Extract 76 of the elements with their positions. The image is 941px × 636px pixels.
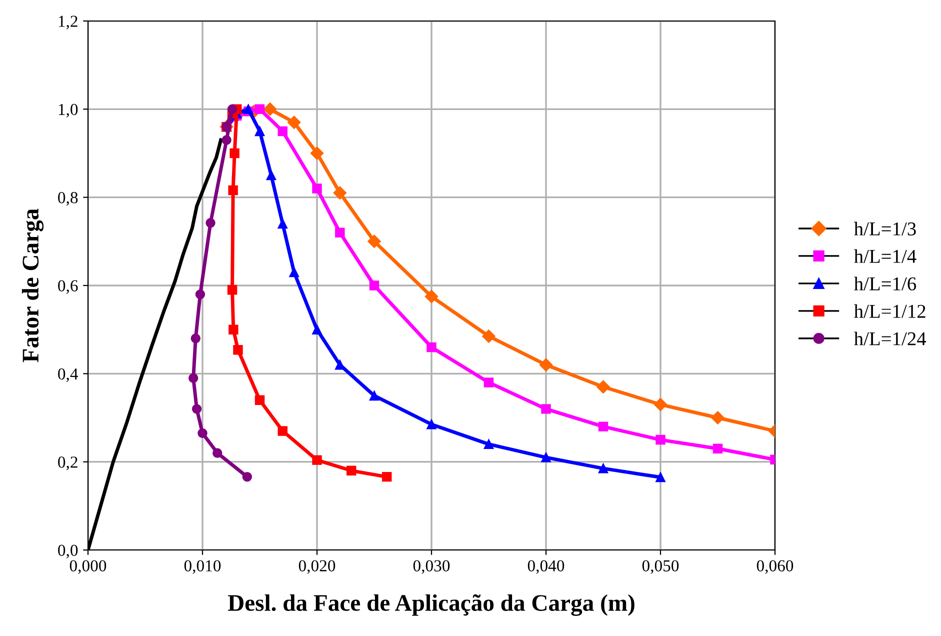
y-tick-label: 1,2: [58, 16, 78, 30]
point: [243, 104, 254, 114]
point: [312, 324, 322, 334]
point: [484, 439, 494, 450]
point: [368, 234, 381, 248]
legend-label: h/L=1/6: [854, 276, 916, 290]
y-tick-label: 0,8: [58, 192, 78, 206]
point: [424, 290, 438, 304]
x-tick-label: 0,020: [298, 560, 336, 574]
point: [230, 148, 240, 158]
point: [278, 218, 288, 229]
point: [656, 434, 666, 445]
x-tick-label: 0,000: [70, 560, 106, 574]
point: [598, 422, 608, 432]
x-tick-label: 0,060: [756, 560, 794, 574]
point: [539, 358, 553, 372]
point: [227, 104, 238, 114]
x-axis-title: Desl. da Face de Aplicação da Carga (m): [228, 594, 634, 616]
point: [712, 444, 723, 454]
legend-label: h/L=1/24: [854, 332, 926, 346]
point: [541, 404, 551, 414]
point: [333, 186, 346, 200]
point: [656, 472, 666, 482]
point: [254, 395, 265, 405]
legend-label: h/L=1/4: [854, 249, 916, 263]
legend-label: h/L=1/3: [854, 222, 916, 236]
point: [263, 102, 277, 116]
point: [227, 285, 238, 295]
point: [382, 472, 392, 482]
point: [369, 390, 380, 401]
point: [195, 289, 206, 300]
point: [312, 184, 322, 194]
y-tick-label: 0,2: [58, 456, 78, 470]
y-tick-label: 1,0: [58, 104, 78, 118]
point: [484, 378, 494, 388]
point: [288, 116, 301, 129]
x-tick-label: 0,040: [528, 560, 564, 574]
point: [266, 170, 276, 180]
x-tick-label: 0,050: [642, 560, 679, 574]
point: [369, 280, 380, 290]
y-tick-label: 0,0: [58, 544, 78, 558]
point: [192, 404, 202, 414]
point: [242, 472, 252, 482]
point: [228, 185, 238, 196]
point: [310, 146, 324, 160]
y-tick-label: 0,6: [58, 280, 78, 294]
x-tick-label: 0,010: [184, 560, 221, 574]
point: [212, 448, 222, 458]
point: [482, 330, 496, 343]
point: [198, 428, 208, 438]
point: [278, 426, 288, 436]
point: [312, 455, 322, 465]
point: [289, 267, 299, 278]
y-axis-title: Fator de Carga: [22, 208, 44, 362]
point: [190, 334, 200, 344]
point: [254, 104, 265, 114]
y-tick-label: 0,4: [58, 368, 78, 382]
x-tick-label: 0,030: [413, 560, 450, 574]
legend-label: h/L=1/12: [854, 304, 926, 318]
point: [335, 228, 345, 238]
point: [426, 342, 436, 352]
point: [228, 324, 238, 334]
point: [254, 126, 265, 136]
point: [206, 218, 216, 228]
point: [711, 411, 724, 424]
point: [541, 452, 551, 462]
point: [654, 398, 668, 412]
point: [426, 420, 436, 430]
point: [233, 345, 243, 355]
point: [188, 373, 198, 383]
point: [278, 126, 288, 136]
point: [598, 464, 608, 474]
point: [222, 135, 232, 145]
point: [596, 380, 610, 394]
point: [335, 360, 345, 370]
point: [346, 466, 356, 476]
